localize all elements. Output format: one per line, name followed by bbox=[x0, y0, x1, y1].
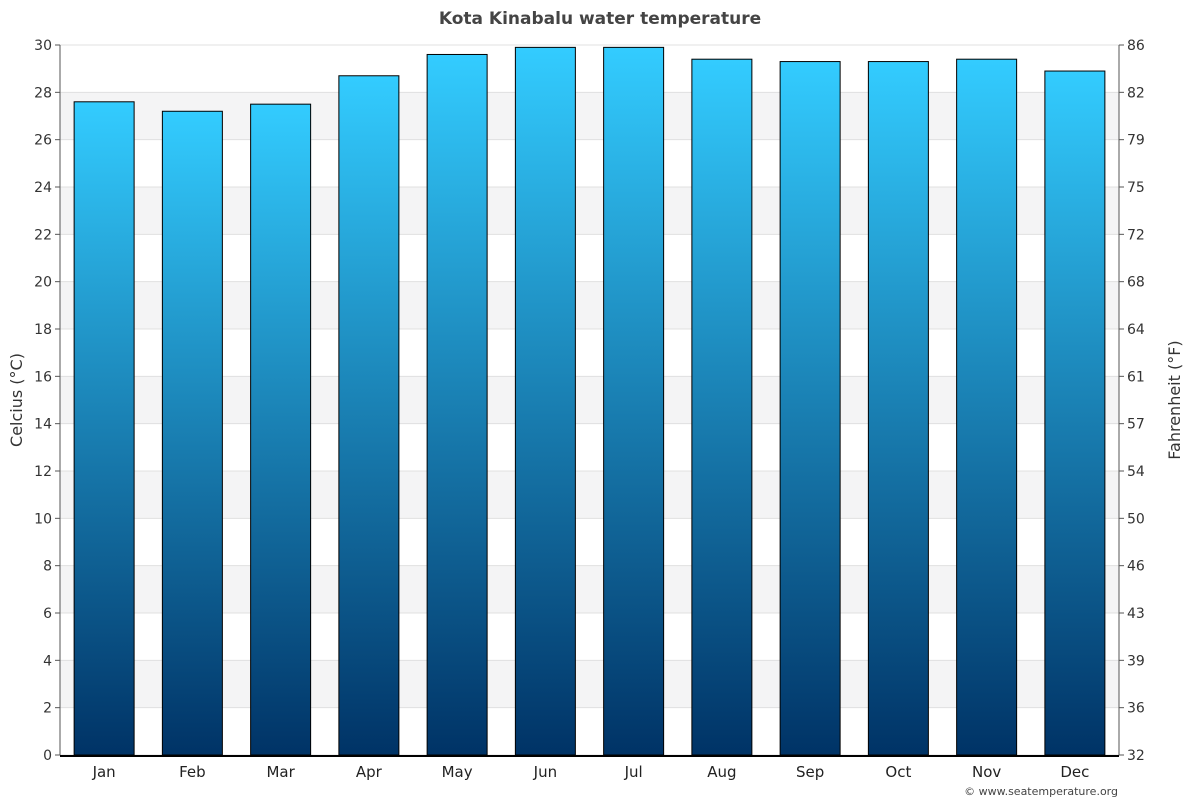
y-axis-title: Celcius (°C) bbox=[7, 353, 26, 447]
y2-tick-label: 61 bbox=[1127, 369, 1145, 385]
bar-dec bbox=[1044, 70, 1106, 756]
y2-axis-title: Fahrenheit (°F) bbox=[1165, 340, 1184, 459]
y2-tick-label: 46 bbox=[1127, 559, 1145, 575]
y-tick-label: 24 bbox=[34, 180, 52, 196]
x-tick-label: Dec bbox=[1060, 763, 1089, 781]
x-tick-label: Jul bbox=[624, 763, 643, 781]
y2-tick-label: 57 bbox=[1127, 417, 1145, 433]
grid-band bbox=[60, 281, 1119, 329]
y2-tick-label: 86 bbox=[1127, 38, 1145, 54]
bar-jul bbox=[603, 46, 665, 756]
bar-nov bbox=[956, 58, 1018, 756]
bar-oct bbox=[867, 61, 929, 756]
y2-tick-labels: 32 36 39 43 46 50 54 57 61 64 68 72 75 79 82 86 bbox=[1127, 38, 1145, 764]
y2-tick-label: 72 bbox=[1127, 227, 1145, 243]
y-tick-label: 12 bbox=[34, 464, 52, 480]
y-tick-label: 18 bbox=[34, 322, 52, 338]
y-tick-label: 28 bbox=[34, 85, 52, 101]
y-tick-label: 6 bbox=[43, 606, 52, 622]
x-tick-label: Aug bbox=[707, 763, 736, 781]
y-tick-label: 4 bbox=[43, 653, 52, 669]
y2-tick-label: 36 bbox=[1127, 701, 1145, 717]
x-tick-label: Jun bbox=[533, 763, 557, 781]
y2-tick-label: 79 bbox=[1127, 133, 1145, 149]
bar-jan bbox=[73, 101, 135, 756]
x-tick-label: Sep bbox=[796, 763, 824, 781]
y-tick-label: 30 bbox=[34, 38, 52, 54]
y2-tick-label: 39 bbox=[1127, 653, 1145, 669]
y-tick-label: 14 bbox=[34, 417, 52, 433]
y-tick-label: 10 bbox=[34, 511, 52, 527]
chart-title: Kota Kinabalu water temperature bbox=[439, 9, 761, 29]
bars bbox=[73, 46, 1106, 756]
y-tick-label: 26 bbox=[34, 133, 52, 149]
y2-tick-label: 32 bbox=[1127, 748, 1145, 764]
grid-band bbox=[60, 660, 1119, 708]
grid-band bbox=[60, 471, 1119, 519]
bar-feb bbox=[161, 110, 223, 756]
y-tick-label: 20 bbox=[34, 275, 52, 291]
bar-sep bbox=[779, 61, 841, 756]
grid-bands bbox=[60, 92, 1119, 708]
bar-aug bbox=[691, 58, 753, 756]
y2-tick-label: 64 bbox=[1127, 322, 1145, 338]
x-tick-label: May bbox=[442, 763, 473, 781]
x-tick-label: Oct bbox=[885, 763, 911, 781]
y2-tick-label: 54 bbox=[1127, 464, 1145, 480]
grid-band bbox=[60, 187, 1119, 235]
bar-apr bbox=[338, 75, 400, 756]
bar-mar bbox=[250, 103, 312, 756]
x-tick-label: Mar bbox=[266, 763, 295, 781]
y-tick-label: 0 bbox=[43, 748, 52, 764]
x-tick-label: Nov bbox=[972, 763, 1001, 781]
y2-tick-label: 43 bbox=[1127, 606, 1145, 622]
y2-tick-label: 50 bbox=[1127, 511, 1145, 527]
x-tick-label: Feb bbox=[179, 763, 206, 781]
axes bbox=[59, 45, 1120, 757]
grid-band bbox=[60, 376, 1119, 424]
y-tick-label: 16 bbox=[34, 369, 52, 385]
grid-band bbox=[60, 92, 1119, 140]
x-tick-label: Apr bbox=[356, 763, 383, 781]
y-tick-label: 22 bbox=[34, 227, 52, 243]
y-tick-label: 2 bbox=[43, 701, 52, 717]
y-tick-label: 8 bbox=[43, 559, 52, 575]
y2-tick-label: 68 bbox=[1127, 275, 1145, 291]
x-tick-labels: Jan Feb Mar Apr May Jun Jul Aug Sep Oct Nov Dec bbox=[92, 763, 1090, 781]
bar-jun bbox=[514, 46, 576, 756]
credit-text: © www.seatemperature.org bbox=[964, 785, 1118, 798]
y2-tick-label: 75 bbox=[1127, 180, 1145, 196]
y2-tick-label: 82 bbox=[1127, 85, 1145, 101]
bar-may bbox=[426, 53, 488, 756]
grid-band bbox=[60, 565, 1119, 613]
x-tick-label: Jan bbox=[92, 763, 116, 781]
